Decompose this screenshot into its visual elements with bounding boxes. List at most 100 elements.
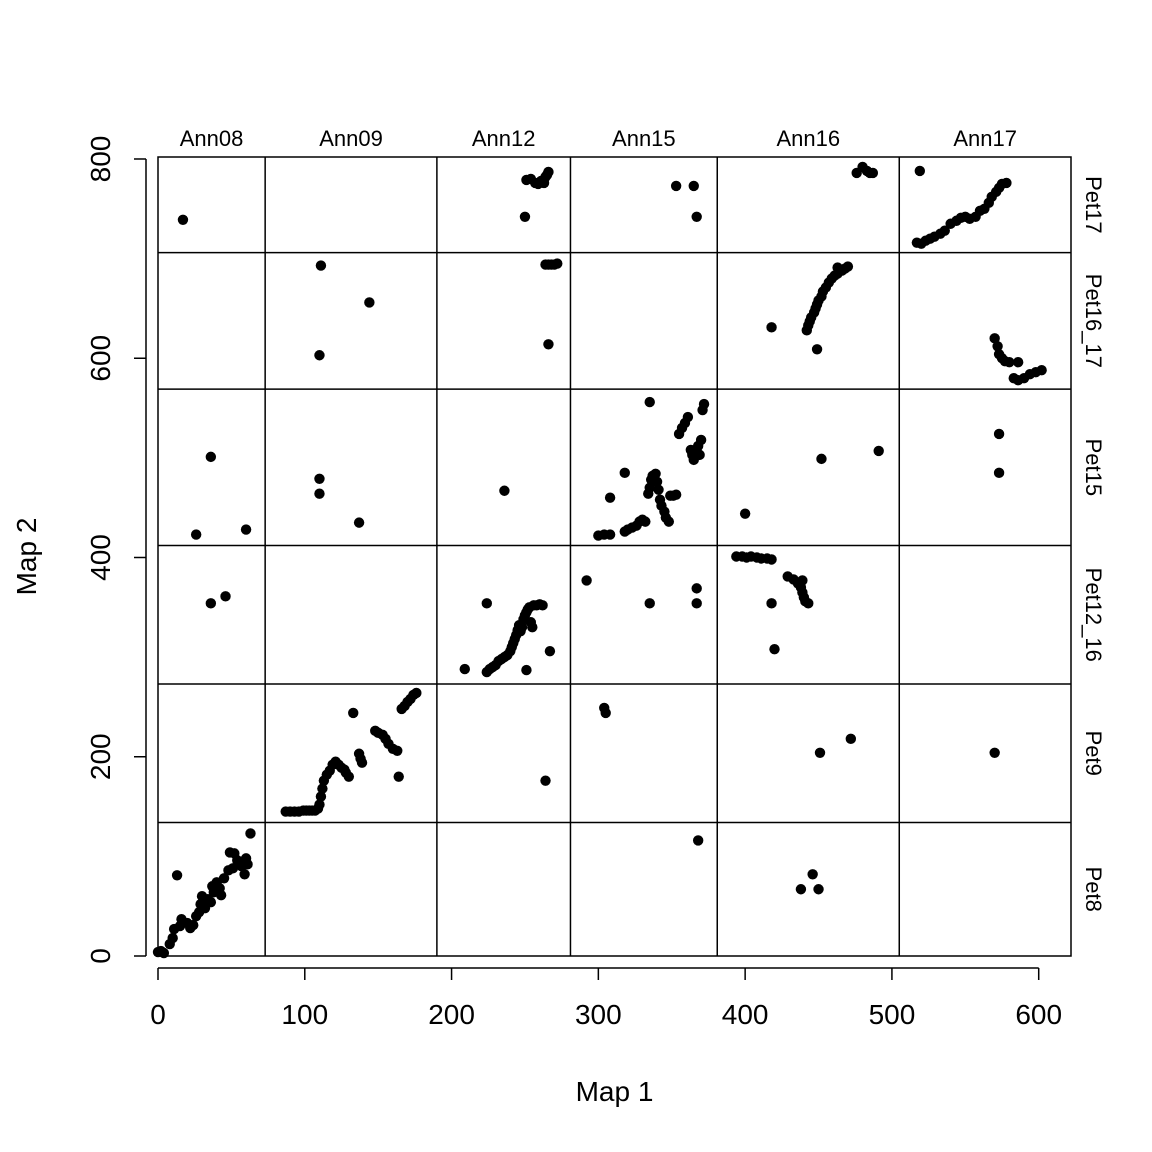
data-point (644, 598, 655, 609)
data-point (989, 747, 1000, 758)
x-axis: 0 100 200 300 400 500 600 (150, 967, 1062, 1030)
data-point (842, 261, 854, 272)
data-point (240, 524, 252, 535)
x-tick-label: 500 (869, 999, 916, 1030)
data-point (914, 165, 926, 177)
data-point (739, 508, 751, 519)
data-point (348, 707, 359, 719)
data-point (650, 468, 661, 480)
data-point (543, 339, 554, 350)
data-point (499, 485, 510, 496)
data-point (670, 489, 682, 500)
data-point (242, 859, 253, 870)
data-point (315, 260, 327, 271)
data-point (1001, 177, 1012, 189)
data-point (1012, 357, 1024, 368)
data-point (698, 398, 710, 410)
data-point (314, 473, 325, 484)
data-point (795, 884, 807, 895)
data-point (215, 890, 227, 901)
data-point (190, 529, 202, 540)
data-point (993, 467, 1005, 479)
data-point (604, 529, 616, 540)
data-point (691, 211, 702, 222)
x-tick-label: 0 (150, 999, 166, 1030)
data-point (989, 333, 1000, 344)
data-point (803, 598, 814, 609)
data-point (845, 733, 857, 745)
y-tick-label: 800 (85, 136, 116, 183)
x-axis-title: Map 1 (576, 1076, 654, 1107)
data-point (670, 180, 682, 192)
data-points (152, 161, 1047, 959)
x-tick-label: 600 (1015, 999, 1062, 1030)
row-label: Pet17 (1081, 176, 1106, 234)
data-point (682, 411, 694, 423)
data-point (814, 747, 826, 758)
column-label: Ann12 (472, 126, 536, 151)
data-point (393, 771, 404, 782)
data-point (353, 517, 365, 528)
data-point (527, 622, 538, 633)
data-point (544, 645, 556, 657)
x-tick-label: 200 (428, 999, 475, 1030)
data-point (619, 467, 630, 479)
data-point (807, 869, 818, 880)
data-point (651, 476, 663, 487)
plot-frame (157, 156, 1072, 957)
data-point (797, 575, 808, 586)
data-point (769, 643, 780, 655)
data-point (691, 598, 702, 609)
data-point (692, 835, 704, 846)
data-point (537, 600, 548, 611)
column-label: Ann15 (612, 126, 676, 151)
data-point (695, 434, 707, 446)
data-point (939, 225, 950, 236)
data-point (218, 873, 230, 884)
data-point (343, 771, 355, 782)
data-point (188, 919, 199, 931)
data-point (314, 799, 325, 810)
data-point (245, 828, 256, 839)
data-point (992, 341, 1003, 352)
data-point (516, 622, 528, 633)
data-point (356, 757, 368, 768)
data-point (816, 453, 827, 465)
data-point (317, 783, 328, 794)
data-point (543, 166, 554, 178)
data-point (519, 211, 531, 222)
row-labels: Pet8 Pet9 Pet12_16 Pet15 Pet16_17 Pet17 (1081, 176, 1106, 912)
data-point (832, 262, 843, 273)
y-tick-label: 0 (85, 948, 116, 964)
y-tick-label: 600 (85, 335, 116, 382)
data-point (813, 884, 824, 895)
data-point (663, 516, 675, 527)
column-label: Ann16 (776, 126, 840, 151)
y-tick-label: 200 (85, 733, 116, 780)
data-point (1004, 357, 1015, 368)
x-tick-label: 300 (575, 999, 622, 1030)
data-point (205, 897, 217, 908)
data-point (314, 488, 325, 499)
data-point (171, 870, 183, 881)
data-point (581, 575, 592, 586)
data-point (167, 932, 178, 944)
data-point (600, 707, 611, 719)
column-labels: Ann08 Ann09 Ann12 Ann15 Ann16 Ann17 (180, 126, 1017, 151)
y-axis: 0 200 400 600 800 (85, 136, 147, 964)
data-point (766, 322, 777, 333)
data-point (766, 598, 777, 609)
data-point (766, 554, 777, 565)
data-point (220, 591, 231, 602)
data-point (205, 451, 217, 463)
data-point (540, 775, 551, 786)
data-point (688, 180, 699, 192)
data-point (314, 350, 325, 361)
row-label: Pet8 (1081, 867, 1106, 912)
data-point (644, 482, 655, 493)
data-point (552, 258, 563, 269)
row-label: Pet12_16 (1081, 568, 1106, 662)
data-point (1036, 364, 1047, 376)
y-axis-title: Map 2 (11, 518, 42, 596)
data-point (867, 167, 879, 179)
